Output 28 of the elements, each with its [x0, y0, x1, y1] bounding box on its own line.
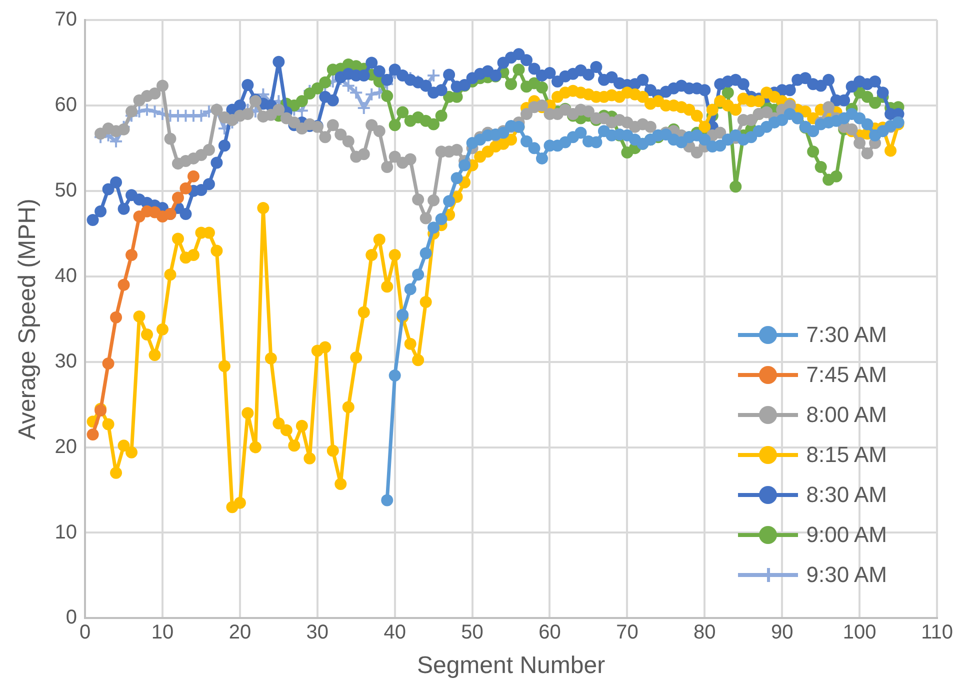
legend-label: 8:00 AM: [806, 402, 887, 428]
x-tick-label: 70: [616, 622, 638, 644]
legend-label: 7:30 AM: [806, 322, 887, 348]
x-tick-label: 100: [842, 622, 876, 644]
y-tick-label: 20: [54, 436, 78, 458]
y-tick-label: 70: [54, 8, 78, 31]
y-tick-label: 40: [54, 264, 78, 287]
x-tick-label: 110: [921, 622, 953, 644]
x-tick-label: 80: [694, 622, 716, 644]
x-tick-label: 90: [770, 622, 794, 644]
x-tick-label: 30: [306, 622, 329, 644]
x-tick-label: 40: [384, 622, 406, 644]
legend-label: 8:15 AM: [806, 442, 887, 468]
x-tick-label: 50: [461, 622, 484, 644]
legend-label: 8:30 AM: [806, 482, 887, 508]
legend-label: 9:30 AM: [806, 562, 887, 588]
y-tick-label: 30: [54, 350, 78, 372]
y-axis-title: Average Speed (MPH): [14, 198, 42, 440]
y-tick-label: 10: [54, 521, 78, 544]
x-tick-label: 10: [151, 622, 174, 644]
y-tick-label: 50: [54, 179, 78, 202]
legend-label: 9:00 AM: [806, 522, 887, 548]
x-tick-label: 20: [228, 622, 252, 644]
x-tick-label: 60: [538, 622, 561, 644]
legend-label: 7:45 AM: [806, 362, 887, 388]
y-tick-label: 0: [66, 606, 78, 629]
y-tick-label: 60: [54, 94, 78, 116]
x-axis-title: Segment Number: [416, 652, 606, 680]
